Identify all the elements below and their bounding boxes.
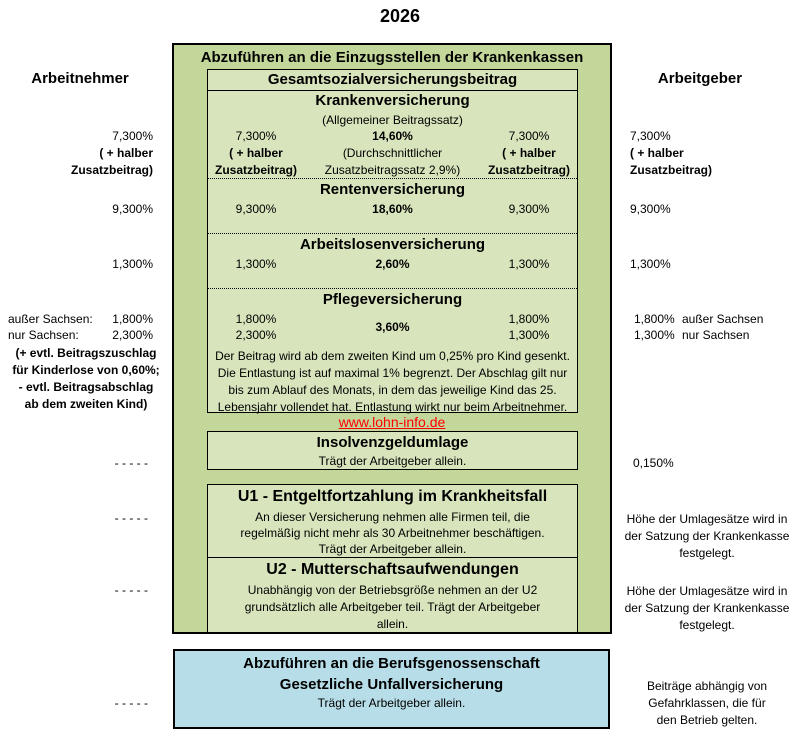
kv-an-inner: 7,300%	[235, 129, 277, 143]
pv-right-label1: außer Sachsen	[682, 312, 764, 326]
av-an: 1,300%	[112, 257, 153, 271]
gsv-box: Gesamtsozialversicherungsbeitrag	[207, 69, 578, 413]
pv-an1: 1,800%	[112, 312, 153, 326]
pv-total: 3,60%	[375, 320, 410, 334]
rv-title: Rentenversicherung	[319, 181, 466, 198]
bg-text: Trägt der Arbeitgeber allein.	[317, 696, 466, 710]
kv-ag: 7,300%	[630, 129, 671, 143]
kv-ag-right-half: ( + halber	[630, 146, 684, 160]
u1-title: U1 - Entgeltfortzahlung im Krankheitsfal…	[237, 488, 548, 505]
kv-ag-right-zusatz: Zusatzbeitrag)	[630, 163, 713, 177]
kv-an-left-half: ( + halber	[99, 146, 153, 160]
u2-text: Unabhängig von der Betriebsgröße nehmen …	[244, 583, 541, 631]
pv-title: Pflegeversicherung	[322, 291, 463, 308]
pv-note-line: (+ evtl. Beitragszuschlag	[15, 346, 157, 360]
employer-heading: Arbeitgeber	[657, 70, 743, 87]
pv-left-label2: nur Sachsen:	[8, 328, 79, 342]
kv-an-zusatz: Zusatzbeitrag)	[214, 163, 297, 177]
pv-left-note: (+ evtl. Beitragszuschlag für Kinderlose…	[0, 345, 172, 413]
pv-an1-inner: 1,800%	[235, 312, 277, 326]
pv-ag2: 1,300%	[634, 328, 675, 342]
pv-an2-inner: 2,300%	[235, 328, 277, 342]
rv-total: 18,60%	[372, 202, 413, 216]
bg-ag: Beiträge abhängig von Gefahrklassen, die…	[646, 679, 768, 727]
bg-title1: Abzuführen an die Berufsgenossenschaft	[243, 655, 540, 672]
kv-note1: (Durchschnittlicher	[342, 146, 443, 160]
u2-box: U2 - Mutterschaftsaufwendungen Unabhängi…	[207, 557, 578, 633]
u1-an: - - - - -	[114, 511, 148, 525]
kv-ag-half: ( + halber	[502, 146, 556, 160]
av-an-inner: 1,300%	[235, 257, 277, 271]
kv-ag-inner: 7,300%	[508, 129, 550, 143]
gsv-title: Gesamtsozialversicherungsbeitrag	[267, 71, 518, 88]
u1-ag: Höhe der Umlagesätze wird in der Satzung…	[624, 512, 790, 560]
pv-right-label2: nur Sachsen	[682, 328, 750, 342]
av-ag-inner: 1,300%	[508, 257, 550, 271]
pv-note-line: für Kinderlose von 0,60%;	[12, 363, 160, 377]
employee-heading: Arbeitnehmer	[31, 70, 129, 87]
bg-an: - - - - -	[114, 696, 148, 710]
bg-title2: Gesetzliche Unfallversicherung	[279, 676, 504, 693]
pv-an2: 2,300%	[112, 328, 153, 342]
pv-ag1: 1,800%	[634, 312, 675, 326]
pv-ag1-inner: 1,800%	[508, 312, 550, 326]
u2-title: U2 - Mutterschaftsaufwendungen	[266, 561, 519, 578]
av-total: 2,60%	[375, 257, 410, 271]
pv-left-label1: außer Sachsen:	[8, 312, 93, 326]
u2-an: - - - - -	[114, 583, 148, 597]
av-title: Arbeitslosenversicherung	[299, 236, 486, 253]
berufsgenossenschaft-box: Abzuführen an die Berufsgenossenschaft G…	[173, 649, 610, 729]
year-title: 2026	[379, 6, 421, 26]
lohn-info-link[interactable]: www.lohn-info.de	[338, 414, 446, 430]
kv-ag-zusatz: Zusatzbeitrag)	[487, 163, 570, 177]
insolvenz-an: - - - - -	[114, 456, 148, 470]
kv-an: 7,300%	[112, 129, 153, 143]
kv-title: Krankenversicherung	[315, 92, 470, 109]
u1-text: An dieser Versicherung nehmen alle Firme…	[240, 510, 545, 556]
kv-total: 14,60%	[372, 129, 413, 143]
av-ag: 1,300%	[630, 257, 671, 271]
insolvenz-box: Insolvenzgeldumlage Trägt der Arbeitgebe…	[207, 431, 578, 470]
rv-an-inner: 9,300%	[235, 202, 277, 216]
kv-subtitle: (Allgemeiner Beitragssatz)	[322, 113, 463, 127]
insolvenz-title: Insolvenzgeldumlage	[316, 434, 469, 451]
krankenkassen-title: Abzuführen an die Einzugsstellen der Kra…	[200, 49, 584, 66]
u2-ag: Höhe der Umlagesätze wird in der Satzung…	[624, 584, 790, 632]
pv-info: Der Beitrag wird ab dem zweiten Kind um …	[215, 349, 570, 414]
rv-ag: 9,300%	[630, 202, 671, 216]
pv-note-line: - evtl. Beitragsabschlag	[18, 380, 154, 394]
pv-note-line: ab dem zweiten Kind)	[24, 397, 148, 411]
u1-box: U1 - Entgeltfortzahlung im Krankheitsfal…	[207, 484, 578, 559]
rv-ag-inner: 9,300%	[508, 202, 550, 216]
pv-ag2-inner: 1,300%	[508, 328, 550, 342]
insolvenz-ag: 0,150%	[633, 456, 674, 470]
rv-an: 9,300%	[112, 202, 153, 216]
kv-an-half: ( + halber	[229, 146, 283, 160]
kv-note2: Zusatzbeitragssatz 2,9%)	[324, 163, 461, 177]
kv-an-left-zusatz: Zusatzbeitrag)	[70, 163, 153, 177]
insolvenz-text: Trägt der Arbeitgeber allein.	[318, 454, 467, 468]
